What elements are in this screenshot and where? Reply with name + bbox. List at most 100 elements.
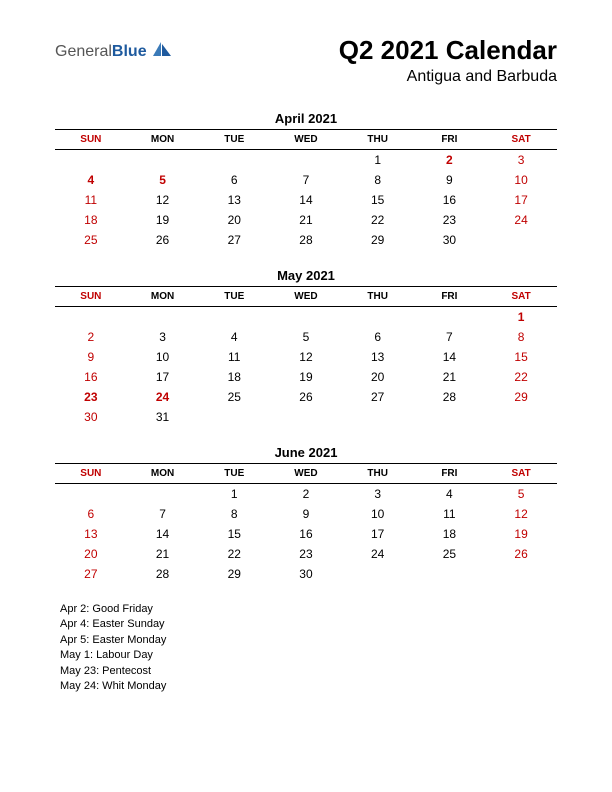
day-cell: 17 bbox=[342, 524, 414, 544]
week-row: 27282930 bbox=[55, 564, 557, 584]
day-cell: 30 bbox=[270, 564, 342, 584]
day-header: SUN bbox=[55, 130, 127, 150]
month-title: April 2021 bbox=[55, 111, 557, 126]
day-cell bbox=[127, 307, 199, 328]
month-block: May 2021SUNMONTUEWEDTHUFRISAT12345678910… bbox=[55, 268, 557, 427]
week-row: 2345678 bbox=[55, 327, 557, 347]
header: GeneralBlue Q2 2021 Calendar Antigua and… bbox=[55, 35, 557, 86]
day-header: TUE bbox=[198, 464, 270, 484]
day-cell: 7 bbox=[414, 327, 486, 347]
holiday-line: May 23: Pentecost bbox=[60, 664, 557, 679]
day-header: TUE bbox=[198, 287, 270, 307]
day-cell: 18 bbox=[414, 524, 486, 544]
day-cell: 16 bbox=[270, 524, 342, 544]
day-cell bbox=[198, 307, 270, 328]
day-cell: 10 bbox=[485, 170, 557, 190]
day-cell: 14 bbox=[270, 190, 342, 210]
month-block: June 2021SUNMONTUEWEDTHUFRISAT1234567891… bbox=[55, 445, 557, 584]
day-cell: 19 bbox=[270, 367, 342, 387]
day-header: FRI bbox=[414, 130, 486, 150]
day-cell: 16 bbox=[55, 367, 127, 387]
day-cell: 22 bbox=[485, 367, 557, 387]
day-cell bbox=[127, 150, 199, 171]
day-cell bbox=[198, 150, 270, 171]
day-cell: 28 bbox=[270, 230, 342, 250]
day-cell: 6 bbox=[55, 504, 127, 524]
day-cell: 19 bbox=[127, 210, 199, 230]
week-row: 123 bbox=[55, 150, 557, 171]
day-cell: 11 bbox=[198, 347, 270, 367]
day-cell: 9 bbox=[55, 347, 127, 367]
day-cell: 13 bbox=[198, 190, 270, 210]
month-block: April 2021SUNMONTUEWEDTHUFRISAT123456789… bbox=[55, 111, 557, 250]
day-cell: 26 bbox=[485, 544, 557, 564]
day-cell bbox=[414, 307, 486, 328]
calendars-container: April 2021 SUNMONTUEWEDTHUFRISAT123456789… bbox=[55, 111, 557, 584]
day-cell: 24 bbox=[127, 387, 199, 407]
day-cell bbox=[414, 407, 486, 427]
subtitle: Antigua and Barbuda bbox=[339, 68, 557, 86]
day-cell: 15 bbox=[198, 524, 270, 544]
day-cell: 24 bbox=[342, 544, 414, 564]
day-cell: 17 bbox=[127, 367, 199, 387]
day-cell bbox=[55, 307, 127, 328]
holiday-line: May 24: Whit Monday bbox=[60, 679, 557, 694]
day-cell: 4 bbox=[414, 484, 486, 505]
day-header: SUN bbox=[55, 287, 127, 307]
day-cell: 2 bbox=[414, 150, 486, 171]
day-cell: 6 bbox=[198, 170, 270, 190]
calendar-table: SUNMONTUEWEDTHUFRISAT1234567891011121314… bbox=[55, 463, 557, 584]
day-cell: 30 bbox=[414, 230, 486, 250]
day-cell: 20 bbox=[55, 544, 127, 564]
calendar-table: SUNMONTUEWEDTHUFRISAT1234567891011121314… bbox=[55, 286, 557, 427]
day-cell bbox=[342, 307, 414, 328]
day-cell: 8 bbox=[485, 327, 557, 347]
holidays-list: Apr 2: Good FridayApr 4: Easter SundayAp… bbox=[60, 602, 557, 694]
day-cell: 2 bbox=[270, 484, 342, 505]
logo-text: GeneralBlue bbox=[55, 43, 147, 61]
day-header: MON bbox=[127, 464, 199, 484]
day-cell: 29 bbox=[485, 387, 557, 407]
day-cell: 3 bbox=[485, 150, 557, 171]
day-header: THU bbox=[342, 287, 414, 307]
day-cell: 27 bbox=[55, 564, 127, 584]
day-cell: 19 bbox=[485, 524, 557, 544]
day-cell: 25 bbox=[414, 544, 486, 564]
logo-text-general: General bbox=[55, 43, 112, 60]
day-cell: 6 bbox=[342, 327, 414, 347]
day-cell: 12 bbox=[127, 190, 199, 210]
day-cell bbox=[55, 150, 127, 171]
logo: GeneralBlue bbox=[55, 40, 173, 63]
title-block: Q2 2021 Calendar Antigua and Barbuda bbox=[339, 35, 557, 86]
day-cell: 10 bbox=[127, 347, 199, 367]
day-cell bbox=[270, 307, 342, 328]
week-row: 13141516171819 bbox=[55, 524, 557, 544]
day-header: THU bbox=[342, 130, 414, 150]
day-cell: 7 bbox=[270, 170, 342, 190]
day-cell: 10 bbox=[342, 504, 414, 524]
day-cell: 4 bbox=[55, 170, 127, 190]
day-cell: 28 bbox=[414, 387, 486, 407]
day-header: WED bbox=[270, 130, 342, 150]
day-header: WED bbox=[270, 464, 342, 484]
day-cell: 3 bbox=[127, 327, 199, 347]
day-cell: 20 bbox=[198, 210, 270, 230]
day-cell: 5 bbox=[127, 170, 199, 190]
day-cell: 8 bbox=[198, 504, 270, 524]
week-row: 6789101112 bbox=[55, 504, 557, 524]
holiday-line: Apr 4: Easter Sunday bbox=[60, 617, 557, 632]
day-cell bbox=[270, 407, 342, 427]
day-header: FRI bbox=[414, 464, 486, 484]
day-cell bbox=[485, 564, 557, 584]
week-row: 3031 bbox=[55, 407, 557, 427]
day-cell: 18 bbox=[198, 367, 270, 387]
day-cell: 16 bbox=[414, 190, 486, 210]
day-cell: 12 bbox=[270, 347, 342, 367]
day-cell: 21 bbox=[127, 544, 199, 564]
day-cell bbox=[198, 407, 270, 427]
day-cell: 25 bbox=[55, 230, 127, 250]
week-row: 1 bbox=[55, 307, 557, 328]
week-row: 18192021222324 bbox=[55, 210, 557, 230]
week-row: 11121314151617 bbox=[55, 190, 557, 210]
day-header: THU bbox=[342, 464, 414, 484]
